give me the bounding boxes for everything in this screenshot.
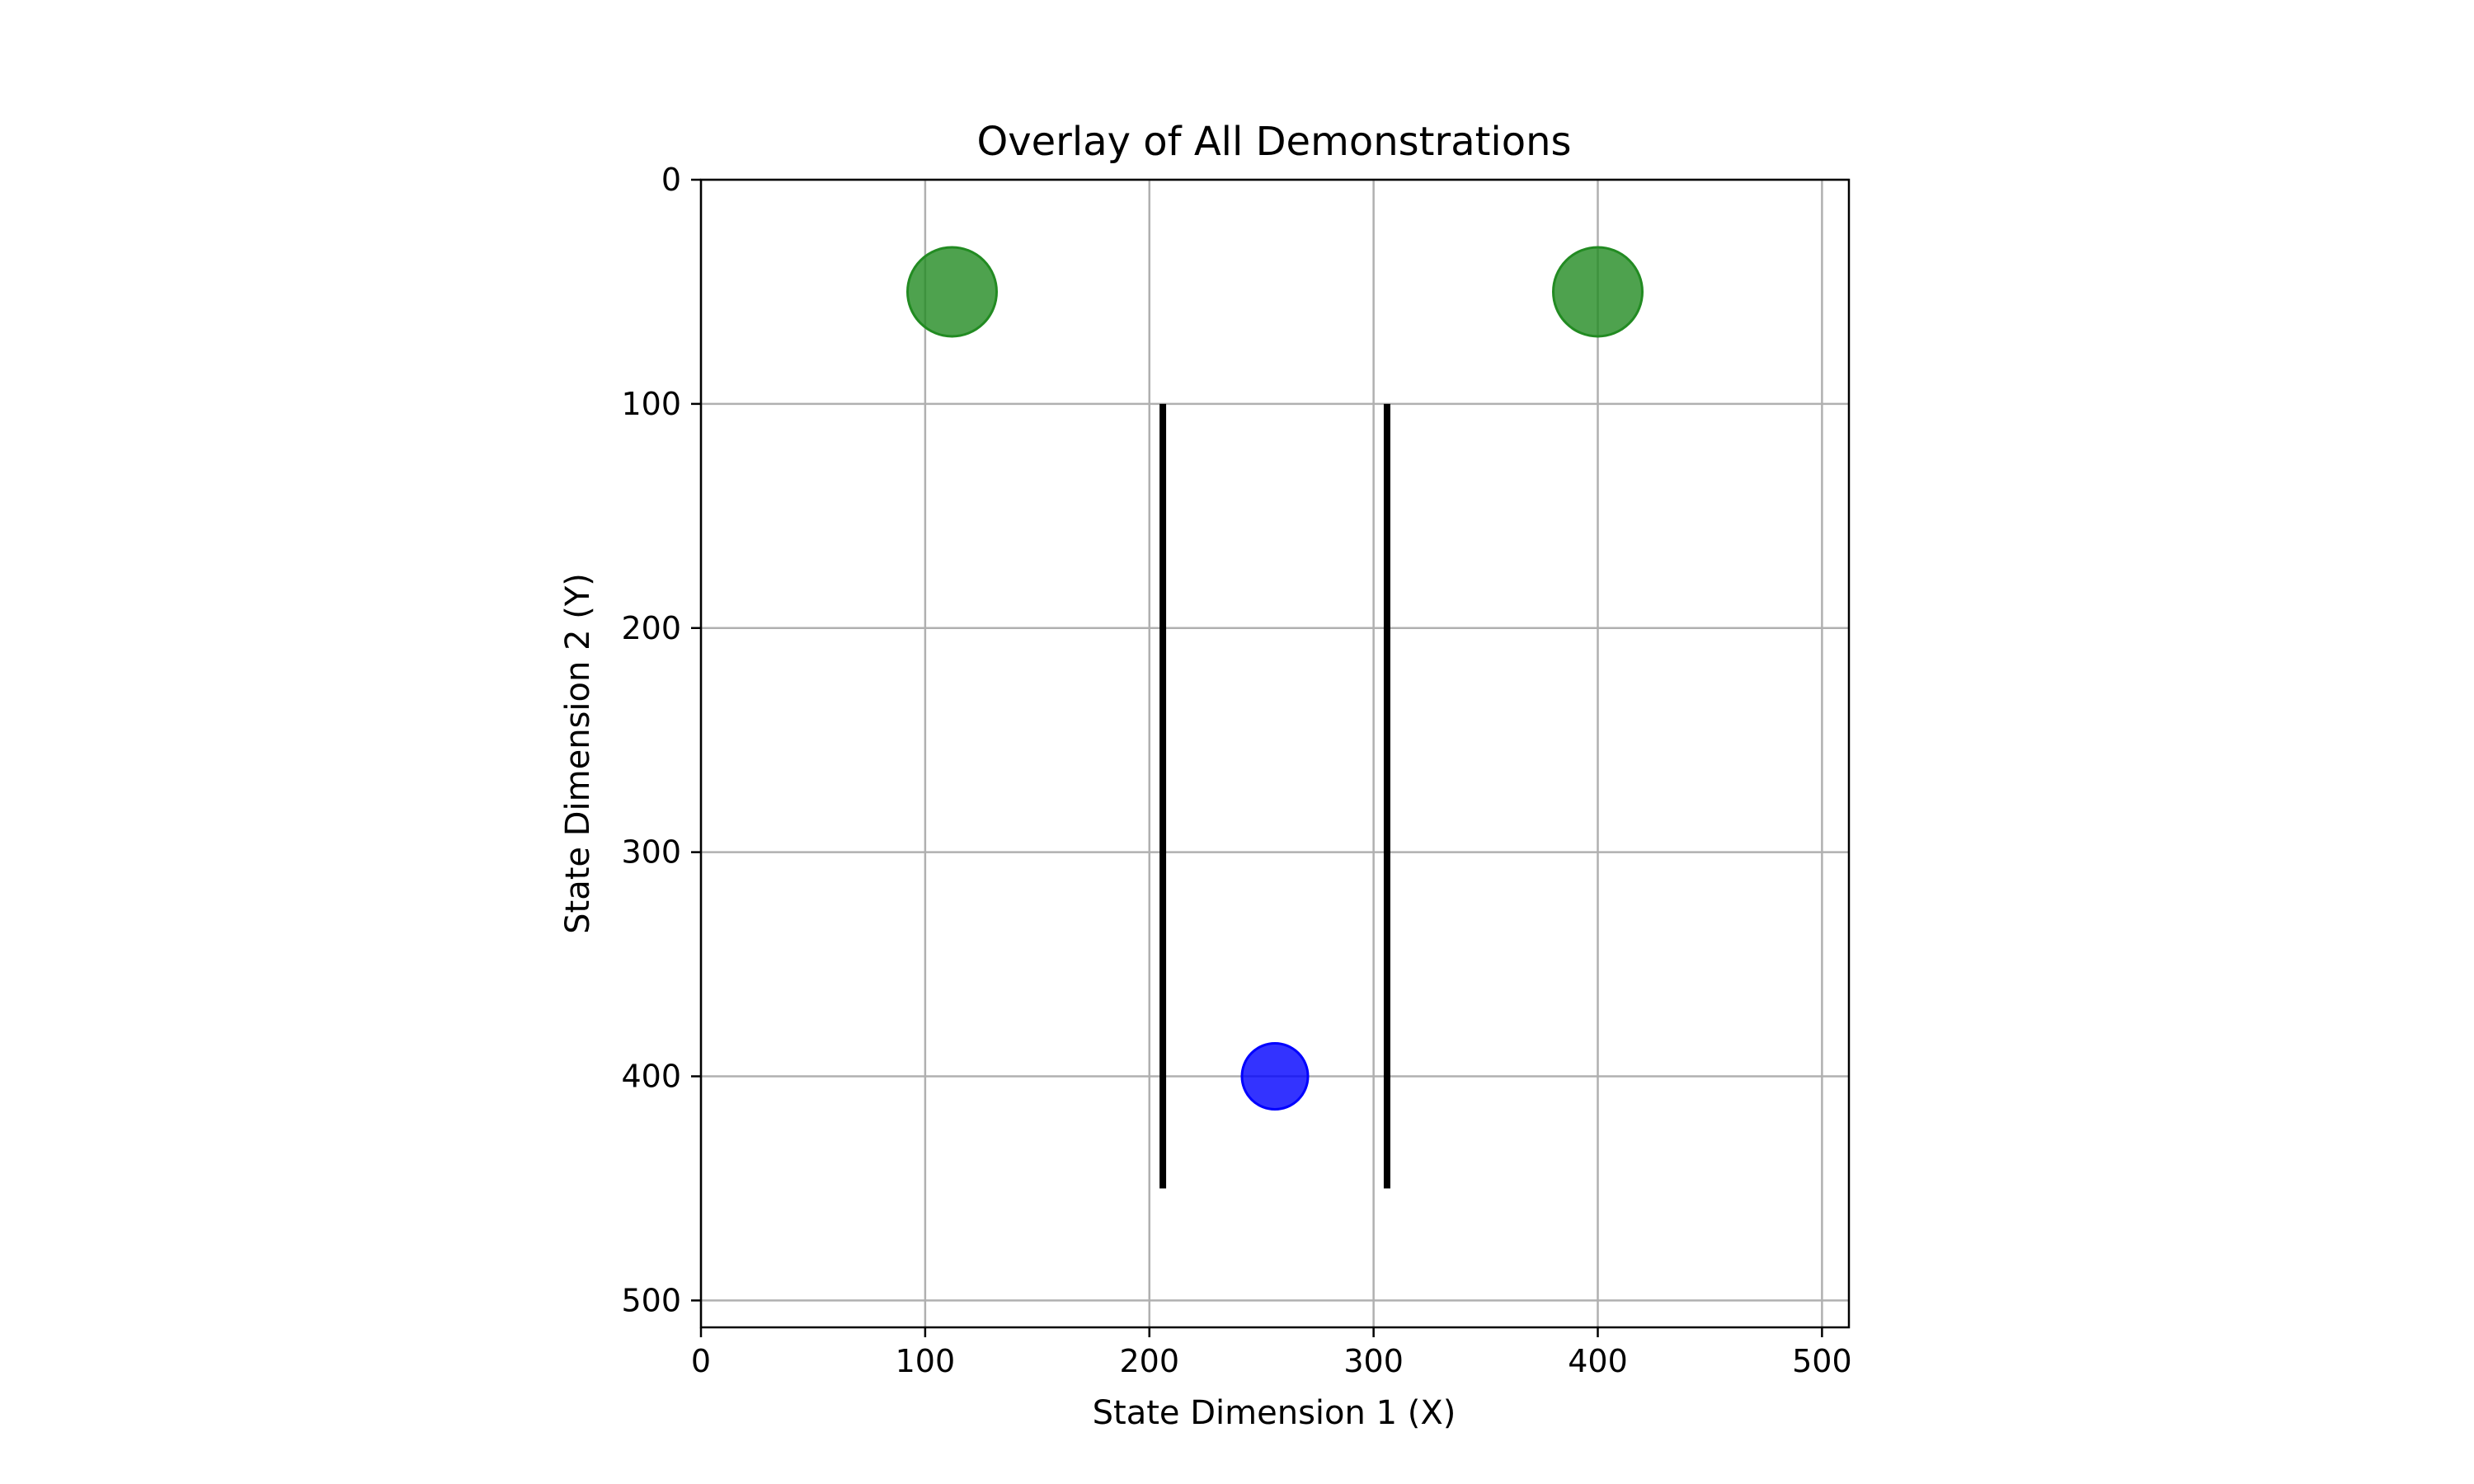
- x-tick-label: 400: [1568, 1343, 1628, 1379]
- y-tick-label: 200: [621, 610, 681, 646]
- y-tick-label: 100: [621, 386, 681, 422]
- y-tick-label: 400: [621, 1059, 681, 1095]
- x-tick-label: 200: [1119, 1343, 1179, 1379]
- x-tick-label: 0: [691, 1343, 711, 1379]
- y-tick-label: 500: [621, 1282, 681, 1318]
- x-tick-label: 100: [896, 1343, 956, 1379]
- scatter-points: [906, 246, 1644, 1111]
- x-tick-label: 500: [1792, 1343, 1852, 1379]
- goal-point: [1552, 246, 1644, 338]
- goal-point: [906, 246, 998, 338]
- y-axis-label: State Dimension 2 (Y): [559, 573, 597, 934]
- x-tick-label: 300: [1343, 1343, 1404, 1379]
- agent-point: [1240, 1042, 1310, 1111]
- y-axis-ticks: 0 100 200 300 400 500: [621, 162, 701, 1318]
- chart-title: Overlay of All Demonstrations: [976, 119, 1571, 165]
- x-axis-ticks: 0 100 200 300 400 500: [691, 1327, 1852, 1379]
- wall-segments: [1159, 403, 1390, 1189]
- y-tick-label: 300: [621, 834, 681, 871]
- y-tick-label: 0: [661, 162, 681, 198]
- x-axis-label: State Dimension 1 (X): [1093, 1394, 1456, 1432]
- plot-area-frame: [699, 178, 1851, 1329]
- grid-lines: [699, 178, 1849, 1327]
